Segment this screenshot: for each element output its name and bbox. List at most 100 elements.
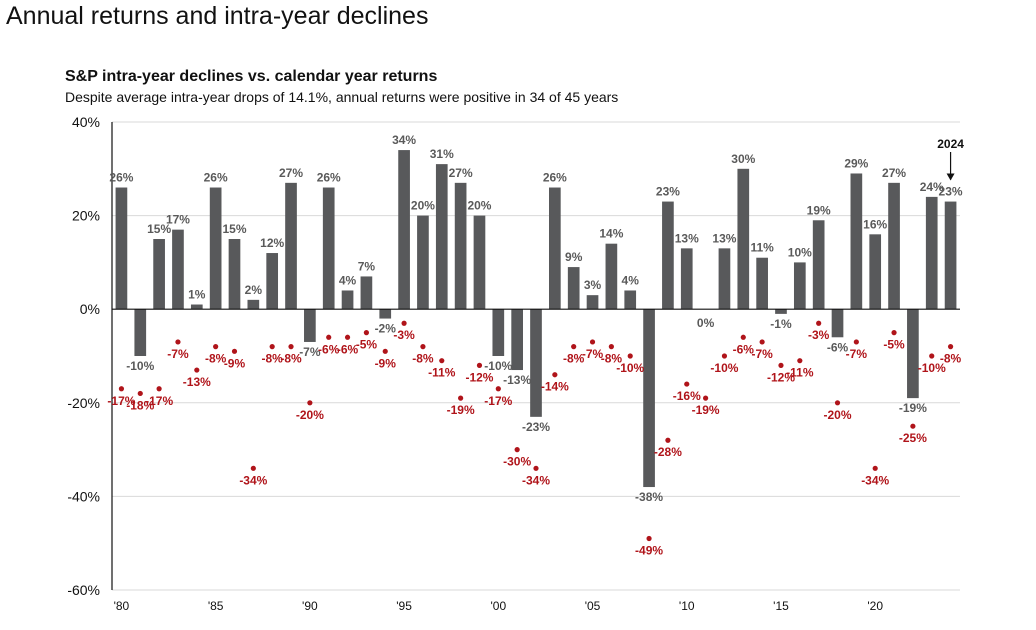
return-bar — [172, 229, 184, 310]
return-bar — [190, 304, 203, 310]
decline-point — [439, 358, 445, 364]
bar-value-label: 2% — [245, 283, 263, 297]
decline-label: -9% — [224, 356, 246, 370]
decline-point — [156, 386, 162, 392]
return-bar — [360, 276, 373, 310]
bar-value-label: 17% — [166, 213, 190, 227]
decline-label: -8% — [940, 352, 962, 366]
decline-point — [740, 334, 746, 340]
return-bar — [888, 182, 900, 310]
bar-value-label: 20% — [411, 199, 435, 213]
bar-value-label: 27% — [449, 166, 473, 180]
decline-point — [816, 320, 822, 326]
decline-label: -9% — [375, 356, 397, 370]
x-tick-label: '80 — [114, 599, 130, 613]
decline-label: -16% — [673, 389, 701, 403]
bar-value-label: 29% — [844, 156, 868, 170]
decline-point — [137, 390, 143, 397]
decline-label: -7% — [751, 347, 773, 361]
bar-value-label: -19% — [899, 401, 927, 415]
decline-point — [382, 348, 388, 354]
decline-point — [458, 395, 464, 401]
bar-value-label: 4% — [339, 273, 357, 287]
x-tick-label: '85 — [208, 599, 224, 613]
return-bar — [285, 182, 297, 310]
return-bar — [492, 309, 505, 356]
bar-value-label: 14% — [599, 227, 623, 241]
bar-value-label: 7% — [358, 259, 376, 273]
decline-point — [194, 367, 200, 373]
return-bar — [322, 187, 335, 310]
decline-point — [608, 344, 614, 350]
decline-label: -3% — [808, 328, 830, 342]
decline-point — [910, 423, 916, 429]
return-bar — [435, 164, 448, 310]
x-tick-label: '95 — [396, 599, 412, 613]
chart-title: S&P intra-year declines vs. calendar yea… — [65, 68, 438, 85]
return-bar — [586, 295, 599, 310]
decline-label: -19% — [692, 403, 720, 417]
axes: 40% 20% 0% -20% -40% -60% '80 '85 '90 '95 '00 '05 '1… — [67, 114, 960, 613]
bar-value-label: 13% — [712, 231, 736, 245]
return-bar — [454, 182, 467, 310]
bar-value-label: 23% — [656, 185, 680, 199]
decline-point — [250, 465, 256, 471]
decline-point — [401, 320, 407, 326]
bar-value-label: -23% — [522, 420, 550, 434]
return-bar — [718, 248, 731, 310]
decline-point — [213, 344, 219, 350]
bar-value-label: 4% — [622, 273, 640, 287]
x-tick-label: '15 — [773, 599, 789, 613]
decline-label: -6% — [318, 342, 340, 356]
decline-label: -12% — [465, 370, 493, 384]
y-tick-label: 40% — [72, 114, 100, 130]
decline-point — [778, 362, 784, 368]
return-bar — [737, 168, 750, 310]
decline-point — [929, 353, 935, 359]
x-tick-label: '90 — [302, 599, 318, 613]
decline-label: -17% — [145, 394, 173, 408]
bar-value-label: 24% — [920, 180, 944, 194]
return-bar — [944, 201, 957, 310]
decline-label: -20% — [824, 408, 852, 422]
x-tick-label: '10 — [679, 599, 695, 613]
decline-label: -5% — [883, 338, 905, 352]
decline-point — [495, 386, 501, 392]
decline-point — [571, 344, 577, 350]
return-bar — [511, 309, 523, 371]
return-bar — [907, 309, 919, 399]
bar-value-label: -1% — [770, 317, 792, 331]
bar-value-label: 16% — [863, 217, 887, 231]
arrow-head-icon — [946, 173, 955, 181]
bar-value-label: 31% — [430, 147, 454, 161]
x-tick-label: '00 — [490, 599, 506, 613]
decline-point — [476, 362, 483, 368]
bar-value-label: 11% — [750, 241, 774, 255]
y-tick-label: 0% — [80, 301, 100, 317]
decline-label: -8% — [280, 352, 302, 366]
bar-value-label: 19% — [807, 203, 831, 217]
return-bar — [530, 309, 542, 417]
decline-label: -8% — [563, 352, 585, 366]
return-bar — [850, 173, 863, 310]
return-bar — [756, 257, 768, 310]
decline-label: -7% — [582, 347, 604, 361]
return-bar — [831, 309, 844, 338]
return-bar — [153, 239, 165, 310]
bar-value-label: 27% — [279, 166, 303, 180]
page-heading: Annual returns and intra-year declines — [6, 2, 429, 30]
bar-value-label: 26% — [204, 171, 228, 185]
bar-value-label: -2% — [375, 322, 397, 336]
return-bar — [379, 309, 392, 319]
decline-label: -12% — [767, 370, 795, 384]
bar-value-label: -10% — [484, 359, 512, 373]
return-bar — [643, 309, 655, 488]
decline-point — [853, 339, 859, 345]
decline-point — [759, 339, 765, 345]
return-bar — [793, 262, 806, 310]
decline-point — [269, 344, 275, 350]
return-bar — [228, 239, 241, 310]
decline-point — [363, 330, 369, 336]
return-bar — [549, 187, 561, 310]
return-bar — [341, 290, 354, 310]
